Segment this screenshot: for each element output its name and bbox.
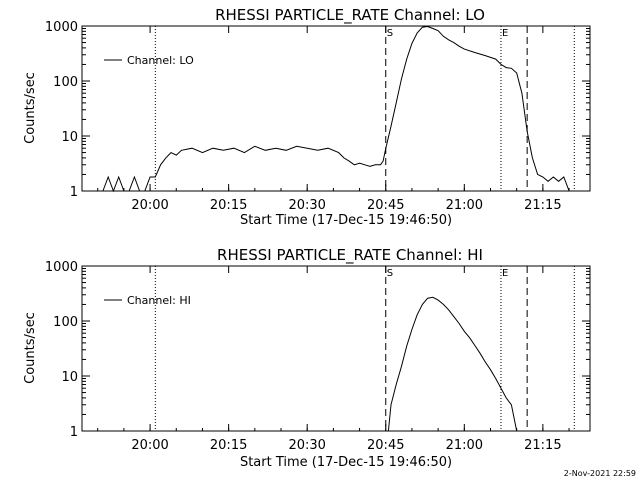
y-axis-label: Counts/sec <box>23 312 38 384</box>
x-tick-label: 20:30 <box>288 438 325 453</box>
y-tick-label: 1000 <box>45 20 78 35</box>
x-tick-label: 20:30 <box>288 198 325 213</box>
y-tick-label: 10 <box>61 130 78 145</box>
y-tick-label: 1 <box>70 185 78 200</box>
axis-ticks: 20:00 20:15 20:30 20:45 21:00 21:15 1 10 100 1000 <box>45 260 590 453</box>
x-tick-label: 20:15 <box>210 198 247 213</box>
x-tick-label: 20:15 <box>210 438 247 453</box>
chart-title: RHESSI PARTICLE_RATE Channel: HI <box>217 246 483 265</box>
y-axis-label: Counts/sec <box>23 72 38 144</box>
y-tick-label: 1000 <box>45 260 78 275</box>
legend-label: Channel: HI <box>127 294 191 307</box>
y-tick-label: 100 <box>53 75 78 90</box>
x-tick-label: 21:15 <box>524 438 561 453</box>
time-marker-label: S <box>387 28 393 39</box>
x-tick-label: 21:15 <box>524 198 561 213</box>
time-marker-label: E <box>502 268 508 279</box>
chart-panel-hi: RHESSI PARTICLE_RATE Channel: HI Counts/… <box>23 246 591 470</box>
chart-title: RHESSI PARTICLE_RATE Channel: LO <box>215 6 485 25</box>
x-tick-label: 20:45 <box>367 198 404 213</box>
legend: Channel: HI <box>104 294 191 307</box>
time-marker-label: E <box>502 28 508 39</box>
x-tick-label: 21:00 <box>446 438 483 453</box>
legend-label: Channel: LO <box>127 54 194 67</box>
y-tick-label: 1 <box>70 425 78 440</box>
plot-frame <box>81 265 591 432</box>
y-tick-label: 100 <box>53 315 78 330</box>
generation-timestamp: 2-Nov-2021 22:59 <box>564 469 636 478</box>
x-tick-label: 20:00 <box>131 198 168 213</box>
time-marker-label: S <box>387 268 393 279</box>
chart-panel-lo: RHESSI PARTICLE_RATE Channel: LO Counts/… <box>23 6 591 228</box>
x-tick-label: 20:00 <box>131 438 168 453</box>
series-line-channel-lo <box>102 25 570 193</box>
x-axis-label: Start Time (17-Dec-15 19:46:50) <box>240 455 452 470</box>
axis-ticks: 20:00 20:15 20:30 20:45 21:00 21:15 1 10 100 1000 <box>45 20 590 213</box>
x-tick-label: 20:45 <box>367 438 404 453</box>
y-tick-label: 10 <box>61 370 78 385</box>
legend: Channel: LO <box>104 54 194 67</box>
plot-frame <box>81 25 591 192</box>
x-tick-label: 21:00 <box>446 198 483 213</box>
series-line-channel-hi <box>387 296 518 432</box>
x-axis-label: Start Time (17-Dec-15 19:46:50) <box>240 213 452 228</box>
